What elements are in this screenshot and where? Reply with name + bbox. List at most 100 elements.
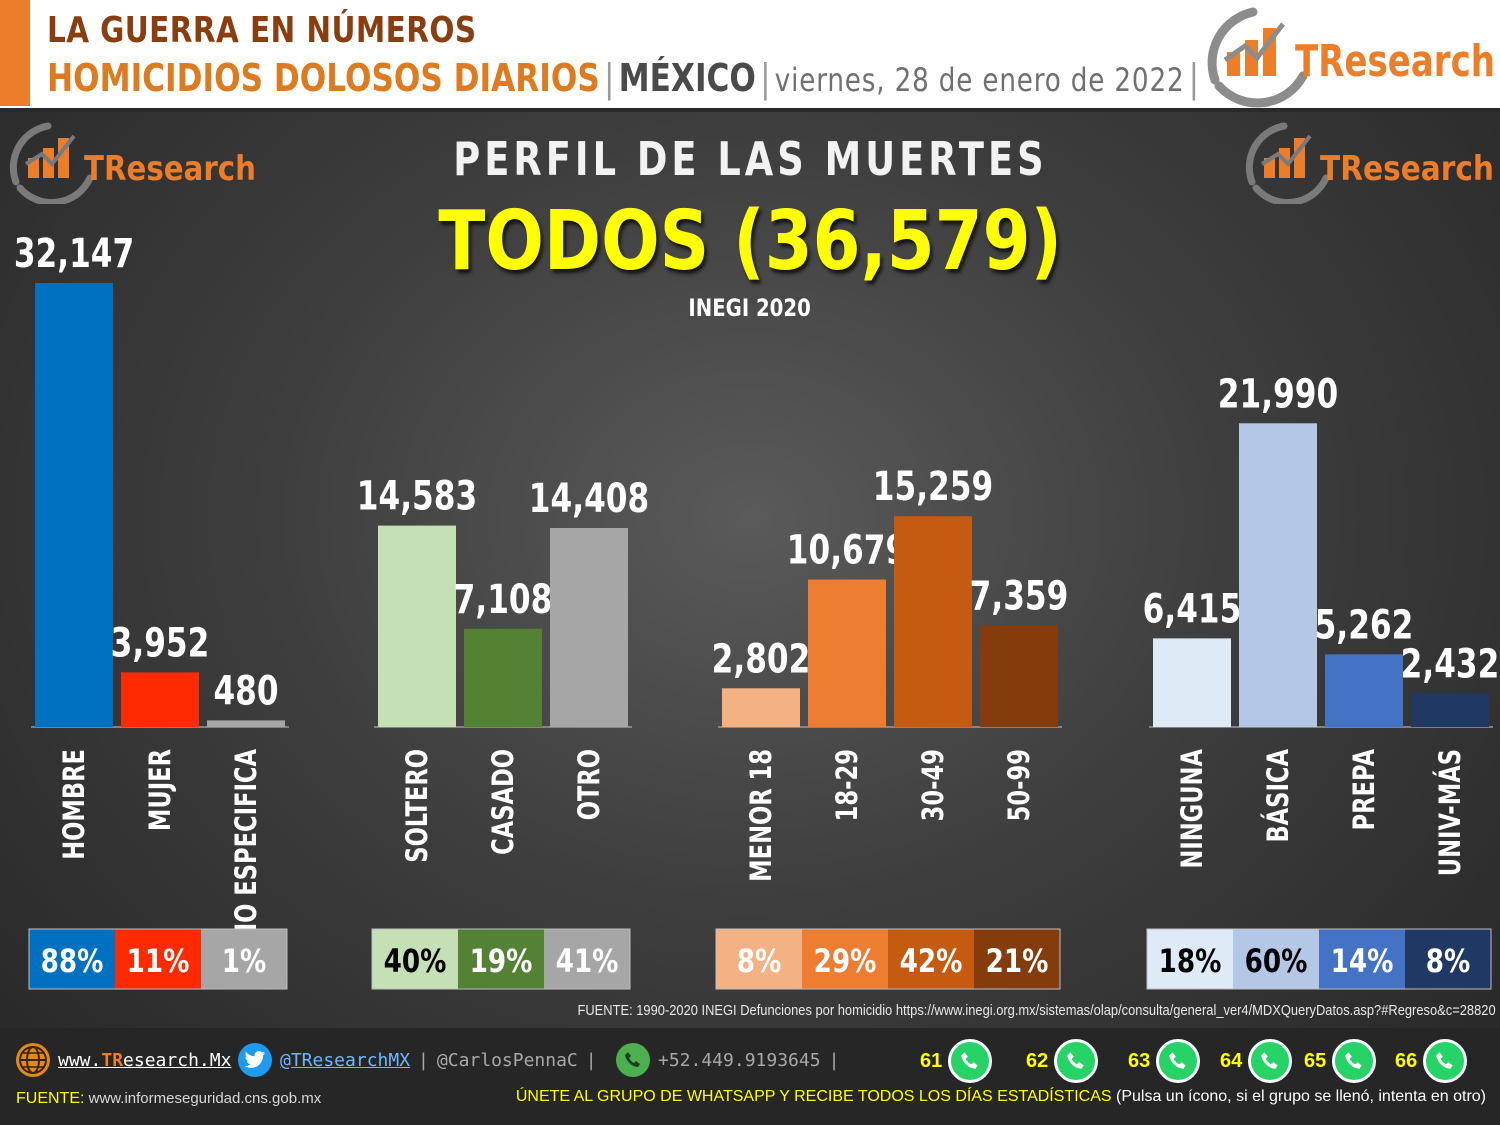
tresearch-logo: TResearch: [1207, 7, 1495, 108]
globe-icon: [16, 1043, 50, 1077]
logo-wordmark: TResearch: [1295, 36, 1495, 87]
whatsapp-group-number: 63: [1128, 1049, 1151, 1072]
category-label: NINGUNA: [1176, 749, 1209, 869]
whatsapp-group-button[interactable]: 64: [1220, 1038, 1293, 1084]
category-label: UNIV-MÁS: [1432, 749, 1468, 876]
percentage-box: [115, 929, 201, 989]
footer-join-note: ÚNETE AL GRUPO DE WHATSAPP Y RECIBE TODO…: [516, 1088, 1486, 1106]
percentage-strip-frame: [371, 928, 631, 990]
tresearch-logo: TResearch: [9, 122, 256, 204]
whatsapp-icon: [1156, 1039, 1201, 1083]
category-label: SOLTERO: [401, 749, 434, 863]
bar-value-label: 14,583: [357, 474, 477, 520]
whatsapp-icon: [1332, 1039, 1377, 1083]
whatsapp-group-button[interactable]: 65: [1304, 1038, 1377, 1084]
bar-value-label: 480: [213, 669, 278, 715]
whatsapp-icon: [1054, 1039, 1099, 1083]
percentage-box: [29, 929, 115, 989]
bar-value-label: 7,108: [454, 577, 553, 623]
percentage-label: 14%: [1331, 942, 1394, 979]
percentage-box: [1319, 929, 1405, 989]
whatsapp-group-number: 66: [1395, 1049, 1418, 1072]
header-subtitle-line: HOMICIDIOS DOLOSOS DIARIOS | MÉXICO | vi…: [47, 56, 1199, 100]
whatsapp-icon: [948, 1039, 993, 1083]
whatsapp-icon: [1248, 1039, 1293, 1083]
percentage-label: 11%: [127, 942, 190, 979]
header-homicidios: HOMICIDIOS DOLOSOS DIARIOS: [47, 56, 600, 100]
percentage-strip-frame: [1146, 928, 1492, 990]
percentage-box: [716, 929, 802, 989]
percentage-label: 88%: [41, 942, 104, 979]
category-label: BÁSICA: [1260, 749, 1296, 843]
bar-value-label: 3,952: [111, 621, 210, 667]
bar: [35, 283, 113, 727]
percentage-box: [1233, 929, 1319, 989]
bar-value-label: 2,432: [1401, 642, 1500, 688]
bar-value-label: 2,802: [712, 637, 811, 683]
bar: [121, 672, 199, 727]
bar-value-label: 10,679: [787, 528, 907, 574]
header-divider: [0, 108, 1500, 112]
percentage-box: [1147, 929, 1233, 989]
bar-value-label: 7,359: [970, 574, 1069, 620]
join-note: (Pulsa un ícono, si el grupo se llenó, i…: [1116, 1088, 1486, 1105]
chart-subtitle-text: TODOS (36,579): [438, 194, 1062, 289]
percentage-label: 8%: [737, 942, 782, 979]
whatsapp-phone-icon: [616, 1043, 650, 1077]
percentage-label: 8%: [1426, 942, 1471, 979]
percentage-box: [888, 929, 974, 989]
whatsapp-group-number: 65: [1304, 1049, 1327, 1072]
website-suffix: esearch.Mx: [123, 1049, 232, 1071]
chart-source-tag-text: INEGI 2020: [688, 294, 812, 322]
chart-title: PERFIL DE LAS MUERTES: [0, 132, 1500, 186]
bar: [378, 525, 456, 727]
footer-phone[interactable]: +52.449.9193645 |: [616, 1038, 847, 1082]
tresearch-logo: TResearch: [1245, 122, 1494, 204]
percentage-strip-frame: [28, 928, 288, 990]
bar: [550, 528, 628, 727]
whatsapp-icon: [1423, 1039, 1468, 1083]
bar-value-label: 15,259: [873, 465, 993, 511]
percentage-box: [458, 929, 544, 989]
phone-number[interactable]: +52.449.9193645: [658, 1049, 821, 1071]
percentage-box: [802, 929, 888, 989]
bar: [207, 720, 285, 727]
footer-separator: |: [828, 1049, 840, 1071]
bar: [808, 579, 886, 727]
bar: [1239, 423, 1317, 727]
percentage-box: [544, 929, 630, 989]
footer-source: FUENTE: www.informeseguridad.cns.gob.mx: [16, 1090, 321, 1108]
whatsapp-group-button[interactable]: 66: [1395, 1038, 1468, 1084]
header-accent-bar: [0, 0, 30, 106]
chart-source-tag: INEGI 2020: [0, 294, 1500, 322]
bar: [980, 625, 1058, 727]
bar: [1411, 693, 1489, 727]
category-label: CASADO: [487, 749, 520, 855]
category-label: PREPA: [1348, 749, 1381, 830]
whatsapp-group-number: 61: [920, 1049, 943, 1072]
header-title: LA GUERRA EN NÚMEROS: [47, 10, 477, 51]
footer-source-url[interactable]: www.informeseguridad.cns.gob.mx: [88, 1090, 322, 1107]
chart-panel: TResearch TResearch PERFIL DE LAS MUERTE…: [0, 112, 1500, 1125]
chart-title-text: PERFIL DE LAS MUERTES: [452, 132, 1048, 186]
bar: [894, 516, 972, 727]
bar: [1325, 654, 1403, 727]
footer-twitter[interactable]: @TResearchMX | @CarlosPennaC |: [238, 1038, 605, 1082]
category-label: OTRO: [573, 749, 606, 820]
bar: [1153, 638, 1231, 727]
website-link[interactable]: www.TResearch.Mx: [58, 1050, 231, 1071]
twitter-handle[interactable]: @TResearchMX: [280, 1049, 411, 1071]
whatsapp-group-button[interactable]: 62: [1026, 1038, 1099, 1084]
percentage-box: [372, 929, 458, 989]
whatsapp-group-button[interactable]: 61: [920, 1038, 993, 1084]
bar: [722, 688, 800, 727]
footer-website[interactable]: www.TResearch.Mx |: [16, 1038, 258, 1082]
bar-value-label: 5,262: [1315, 603, 1414, 649]
author-handle[interactable]: @CarlosPennaC: [436, 1049, 578, 1071]
bar-value-label: 6,415: [1143, 587, 1242, 633]
percentage-label: 42%: [900, 942, 963, 979]
whatsapp-group-number: 62: [1026, 1049, 1049, 1072]
bar: [464, 628, 542, 727]
header-separator: |: [1188, 56, 1200, 100]
whatsapp-group-button[interactable]: 63: [1128, 1038, 1201, 1084]
